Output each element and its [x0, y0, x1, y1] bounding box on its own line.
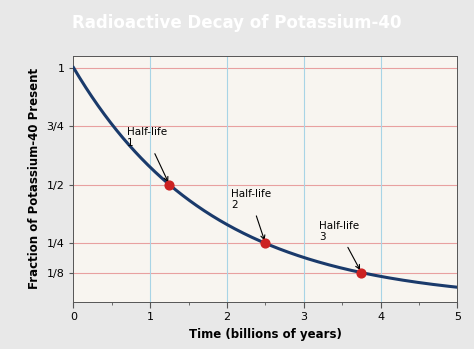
X-axis label: Time (billions of years): Time (billions of years) — [189, 328, 342, 341]
Y-axis label: Fraction of Potassium-40 Present: Fraction of Potassium-40 Present — [28, 68, 41, 289]
Text: Half-life
3: Half-life 3 — [319, 221, 359, 269]
Text: Radioactive Decay of Potassium-40: Radioactive Decay of Potassium-40 — [72, 14, 402, 32]
Text: Half-life
2: Half-life 2 — [231, 189, 271, 239]
Text: Half-life
1: Half-life 1 — [127, 127, 168, 181]
Point — [358, 270, 365, 275]
Point — [166, 182, 173, 187]
Point — [262, 240, 269, 246]
